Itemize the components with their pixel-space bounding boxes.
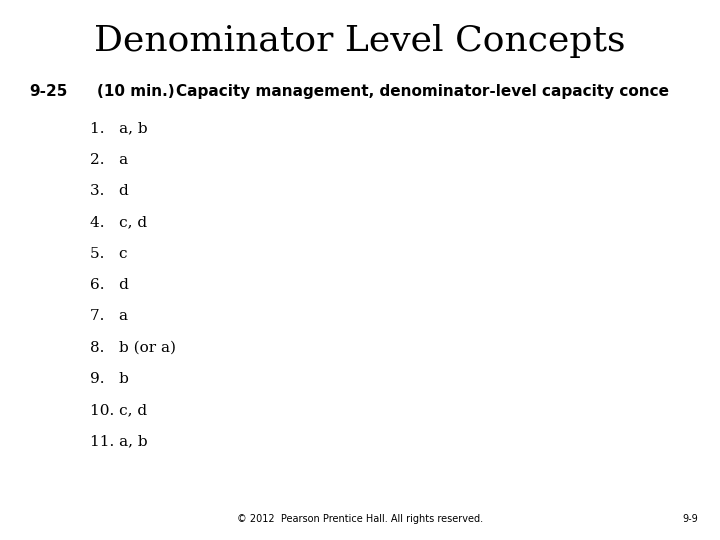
Text: 11. a, b: 11. a, b xyxy=(90,435,148,449)
Text: 6.   d: 6. d xyxy=(90,278,129,292)
Text: 9-9: 9-9 xyxy=(683,514,698,524)
Text: 7.   a: 7. a xyxy=(90,309,128,323)
Text: 9-25: 9-25 xyxy=(29,84,67,99)
Text: 5.   c: 5. c xyxy=(90,247,127,261)
Text: 1.   a, b: 1. a, b xyxy=(90,122,148,136)
Text: Capacity management, denominator-level capacity conce: Capacity management, denominator-level c… xyxy=(176,84,670,99)
Text: 9.   b: 9. b xyxy=(90,372,129,386)
Text: Denominator Level Concepts: Denominator Level Concepts xyxy=(94,24,626,58)
Text: 8.   b (or a): 8. b (or a) xyxy=(90,341,176,355)
Text: 10. c, d: 10. c, d xyxy=(90,403,147,417)
Text: 2.   a: 2. a xyxy=(90,153,128,167)
Text: 4.   c, d: 4. c, d xyxy=(90,215,147,230)
Text: © 2012  Pearson Prentice Hall. All rights reserved.: © 2012 Pearson Prentice Hall. All rights… xyxy=(237,514,483,524)
Text: 3.   d: 3. d xyxy=(90,184,129,198)
Text: (10 min.): (10 min.) xyxy=(97,84,175,99)
